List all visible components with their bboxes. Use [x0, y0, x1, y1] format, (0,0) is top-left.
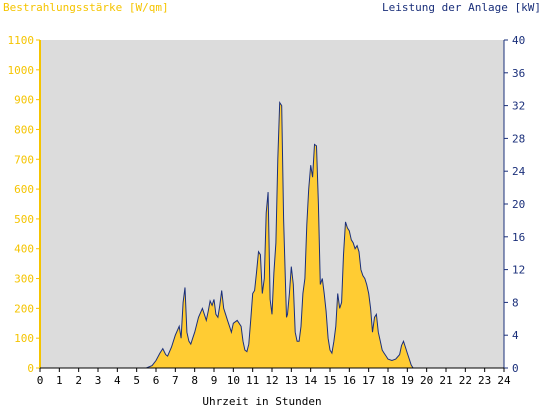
right-tick-label: 4	[512, 329, 519, 342]
right-tick-label: 8	[512, 296, 519, 309]
right-y-ticks: 0 4 8 12 16 20 24 28 32 36 40	[504, 34, 526, 375]
x-tick-label: 14	[304, 374, 318, 387]
x-tick-label: 24	[497, 374, 511, 387]
x-tick-label: 19	[401, 374, 414, 387]
x-ticks: 0 1 2 3 4 5 6 7 8 9 10 11 12 13 14 15 16 17 18 19 20 21 22 23 24	[37, 368, 511, 387]
right-tick-label: 24	[512, 165, 526, 178]
x-tick-label: 8	[191, 374, 198, 387]
right-tick-label: 28	[512, 132, 525, 145]
x-tick-label: 0	[37, 374, 44, 387]
x-tick-label: 5	[133, 374, 140, 387]
x-tick-label: 12	[265, 374, 278, 387]
x-tick-label: 6	[153, 374, 160, 387]
left-tick-label: 400	[14, 243, 34, 256]
left-tick-label: 300	[14, 273, 34, 286]
x-axis-title: Uhrzeit in Stunden	[202, 395, 321, 408]
left-tick-label: 100	[14, 332, 34, 345]
left-y-ticks: 0 100 200 300 400 500 600 700 800 900 1000 1100	[8, 34, 40, 375]
right-tick-label: 36	[512, 67, 525, 80]
right-tick-label: 32	[512, 100, 525, 113]
right-tick-label: 0	[512, 362, 519, 375]
left-tick-label: 0	[27, 362, 34, 375]
left-tick-label: 900	[14, 94, 34, 107]
x-tick-label: 16	[343, 374, 356, 387]
right-tick-label: 16	[512, 231, 525, 244]
x-tick-label: 3	[95, 374, 102, 387]
right-tick-label: 12	[512, 264, 525, 277]
left-tick-label: 200	[14, 302, 34, 315]
x-tick-label: 10	[227, 374, 240, 387]
left-tick-label: 800	[14, 123, 34, 136]
right-tick-label: 40	[512, 34, 525, 47]
x-tick-label: 22	[459, 374, 472, 387]
x-tick-label: 18	[381, 374, 394, 387]
x-tick-label: 11	[246, 374, 259, 387]
irradiance-area	[40, 102, 504, 368]
left-tick-label: 1000	[8, 64, 35, 77]
left-tick-label: 500	[14, 213, 34, 226]
left-axis-title: Bestrahlungsstärke [W/qm]	[3, 1, 169, 14]
x-tick-label: 4	[114, 374, 121, 387]
x-tick-label: 21	[439, 374, 452, 387]
x-tick-label: 2	[75, 374, 82, 387]
left-tick-label: 600	[14, 183, 34, 196]
x-tick-label: 20	[420, 374, 433, 387]
x-tick-label: 9	[211, 374, 218, 387]
x-tick-label: 15	[323, 374, 336, 387]
x-tick-label: 13	[285, 374, 298, 387]
x-tick-label: 17	[362, 374, 375, 387]
right-axis-title: Leistung der Anlage [kW]	[382, 1, 541, 14]
right-tick-label: 20	[512, 198, 525, 211]
x-tick-label: 1	[56, 374, 63, 387]
x-tick-label: 23	[478, 374, 491, 387]
left-tick-label: 1100	[8, 34, 35, 47]
x-tick-label: 7	[172, 374, 179, 387]
power-line	[40, 101, 504, 369]
left-tick-label: 700	[14, 153, 34, 166]
